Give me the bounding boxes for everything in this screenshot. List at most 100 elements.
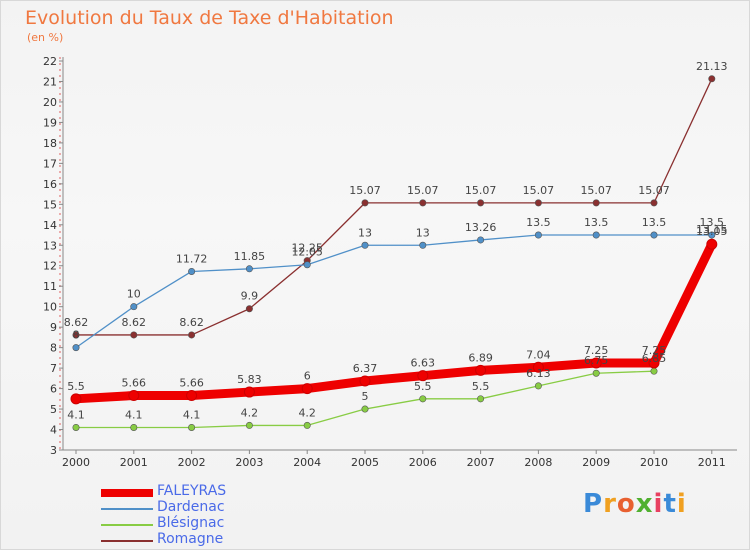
y-tick-label: 7 xyxy=(50,362,57,375)
data-point xyxy=(650,231,658,239)
data-label: 12.25 xyxy=(291,242,323,255)
y-tick-label: 22 xyxy=(43,55,57,68)
data-label: 5.83 xyxy=(237,373,262,386)
data-point xyxy=(419,199,427,207)
data-label: 15.07 xyxy=(349,184,381,197)
data-point xyxy=(130,423,138,431)
data-point xyxy=(708,231,716,239)
series-line-romagne xyxy=(75,78,713,336)
data-label: 15.07 xyxy=(638,184,670,197)
y-tick-label: 15 xyxy=(43,198,57,211)
x-tick-label: 2007 xyxy=(467,456,495,469)
data-label: 13.5 xyxy=(526,216,551,229)
data-point xyxy=(243,386,255,398)
data-point xyxy=(477,395,485,403)
data-point xyxy=(130,303,138,311)
data-point xyxy=(245,265,253,273)
legend-swatch xyxy=(101,489,153,497)
data-point xyxy=(188,267,196,275)
data-label: 6.37 xyxy=(353,362,378,375)
data-label: 13.26 xyxy=(465,221,497,234)
data-label: 4.1 xyxy=(183,408,201,421)
legend-swatch xyxy=(101,508,153,510)
data-label: 6.75 xyxy=(584,354,609,367)
data-point xyxy=(188,423,196,431)
data-point xyxy=(592,369,600,377)
y-tick-label: 14 xyxy=(43,219,57,232)
data-label: 15.07 xyxy=(523,184,555,197)
logo-letter: x xyxy=(635,489,654,519)
data-point xyxy=(592,231,600,239)
x-tick-label: 2004 xyxy=(293,456,321,469)
data-point xyxy=(72,344,80,352)
data-point xyxy=(72,331,80,339)
data-label: 12.05 xyxy=(291,246,323,259)
data-label: 7.25 xyxy=(584,344,609,357)
legend-label: Blésignac xyxy=(157,515,225,531)
y-tick-label: 6 xyxy=(50,383,57,396)
data-label: 6.63 xyxy=(411,357,436,370)
logo-letter: i xyxy=(653,489,664,519)
data-point xyxy=(648,357,660,369)
chart-axes: 3 4 5 6 7 8 9 10 11 12 13 14 15 16 17 18 19 20 21 22 2000 200… xyxy=(43,55,737,469)
logo-letter: t xyxy=(663,489,677,519)
data-point xyxy=(708,75,716,83)
y-tick-label: 17 xyxy=(43,157,57,170)
x-tick-label: 2005 xyxy=(351,456,379,469)
data-label: 13.05 xyxy=(696,225,728,238)
chart-subtitle: (en %) xyxy=(27,31,64,44)
logo-letter: i xyxy=(676,489,687,519)
data-label: 15.07 xyxy=(407,184,439,197)
chart-title: Evolution du Taux de Taxe d'Habitation xyxy=(25,7,394,29)
data-label: 8 xyxy=(73,329,80,342)
data-point xyxy=(534,199,542,207)
data-point xyxy=(245,421,253,429)
data-label: 11.72 xyxy=(176,252,208,265)
data-label: 8.62 xyxy=(179,316,204,329)
logo-letter: P xyxy=(583,489,604,519)
data-label: 13 xyxy=(358,226,372,239)
data-point xyxy=(361,199,369,207)
data-label: 11.85 xyxy=(234,250,266,263)
data-label: 15.07 xyxy=(465,184,497,197)
data-point xyxy=(417,370,429,382)
data-label: 5.5 xyxy=(472,380,490,393)
x-tick-label: 2009 xyxy=(582,456,610,469)
data-label: 15.07 xyxy=(580,184,612,197)
data-point xyxy=(534,231,542,239)
data-point xyxy=(128,390,140,402)
data-label: 13 xyxy=(416,226,430,239)
data-point xyxy=(477,236,485,244)
data-label: 8.62 xyxy=(64,316,89,329)
series-line-dardenac xyxy=(75,234,713,349)
data-point xyxy=(592,199,600,207)
x-tick-label: 2000 xyxy=(62,456,90,469)
data-label: 5.66 xyxy=(122,377,147,390)
data-label: 5.66 xyxy=(179,377,204,390)
data-point xyxy=(130,331,138,339)
data-label: 13.5 xyxy=(700,216,725,229)
x-tick-label: 2003 xyxy=(235,456,263,469)
data-label: 6.13 xyxy=(526,367,551,380)
legend-swatch xyxy=(101,540,153,542)
y-tick-label: 19 xyxy=(43,116,57,129)
x-tick-label: 2006 xyxy=(409,456,437,469)
data-point xyxy=(72,423,80,431)
legend-label: FALEYRAS xyxy=(157,483,227,499)
logo-letter: o xyxy=(616,489,636,519)
y-tick-label: 8 xyxy=(50,342,57,355)
data-label: 4.1 xyxy=(67,408,85,421)
y-tick-label: 4 xyxy=(50,424,57,437)
y-tick-label: 11 xyxy=(43,280,57,293)
data-point xyxy=(419,241,427,249)
y-tick-label: 12 xyxy=(43,260,57,273)
data-label: 5.5 xyxy=(67,380,85,393)
data-point xyxy=(590,357,602,369)
data-label: 21.13 xyxy=(696,60,728,73)
data-label: 7.04 xyxy=(526,348,551,361)
data-label: 5 xyxy=(362,390,369,403)
series-labels: 5.5 5.66 5.66 5.83 6 6.37 6.63 6.89 7.04 7.25 7.25… xyxy=(64,60,728,422)
y-tick-label: 21 xyxy=(43,75,57,88)
data-label: 7.25 xyxy=(642,344,667,357)
